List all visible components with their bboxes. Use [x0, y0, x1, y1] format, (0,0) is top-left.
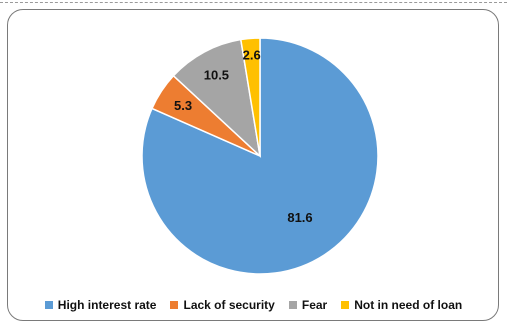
- top-dashed-border: [0, 2, 507, 3]
- legend-swatch-high-interest-rate: [44, 301, 53, 309]
- legend-item-fear: Fear: [288, 298, 328, 312]
- legend-label-fear: Fear: [301, 298, 328, 312]
- legend-swatch-fear: [288, 301, 297, 309]
- data-label-not-in-need-of-loan: 2.6: [243, 47, 261, 62]
- chart-legend: High interest rate Lack of security Fear No…: [0, 296, 507, 314]
- pie-data-labels: 81.6 5.3 10.5 2.6: [174, 47, 313, 224]
- pie-slices: [141, 37, 379, 275]
- legend-item-not-in-need-of-loan: Not in need of loan: [341, 298, 462, 312]
- data-label-fear: 10.5: [204, 67, 229, 82]
- legend-label-lack-of-security: Lack of security: [183, 298, 275, 312]
- legend-label-not-in-need-of-loan: Not in need of loan: [354, 298, 463, 312]
- legend-swatch-not-in-need-of-loan: [341, 301, 350, 309]
- data-label-lack-of-security: 5.3: [174, 98, 192, 113]
- pie-slice-fear: [172, 38, 262, 159]
- legend-item-high-interest-rate: High interest rate: [44, 298, 157, 312]
- legend-swatch-lack-of-security: [170, 301, 179, 309]
- pie-slice-not-in-need-of-loan: [239, 37, 261, 157]
- data-label-high-interest-rate: 81.6: [287, 210, 312, 225]
- legend-label-high-interest-rate: High interest rate: [57, 298, 157, 312]
- legend-item-lack-of-security: Lack of security: [170, 298, 275, 312]
